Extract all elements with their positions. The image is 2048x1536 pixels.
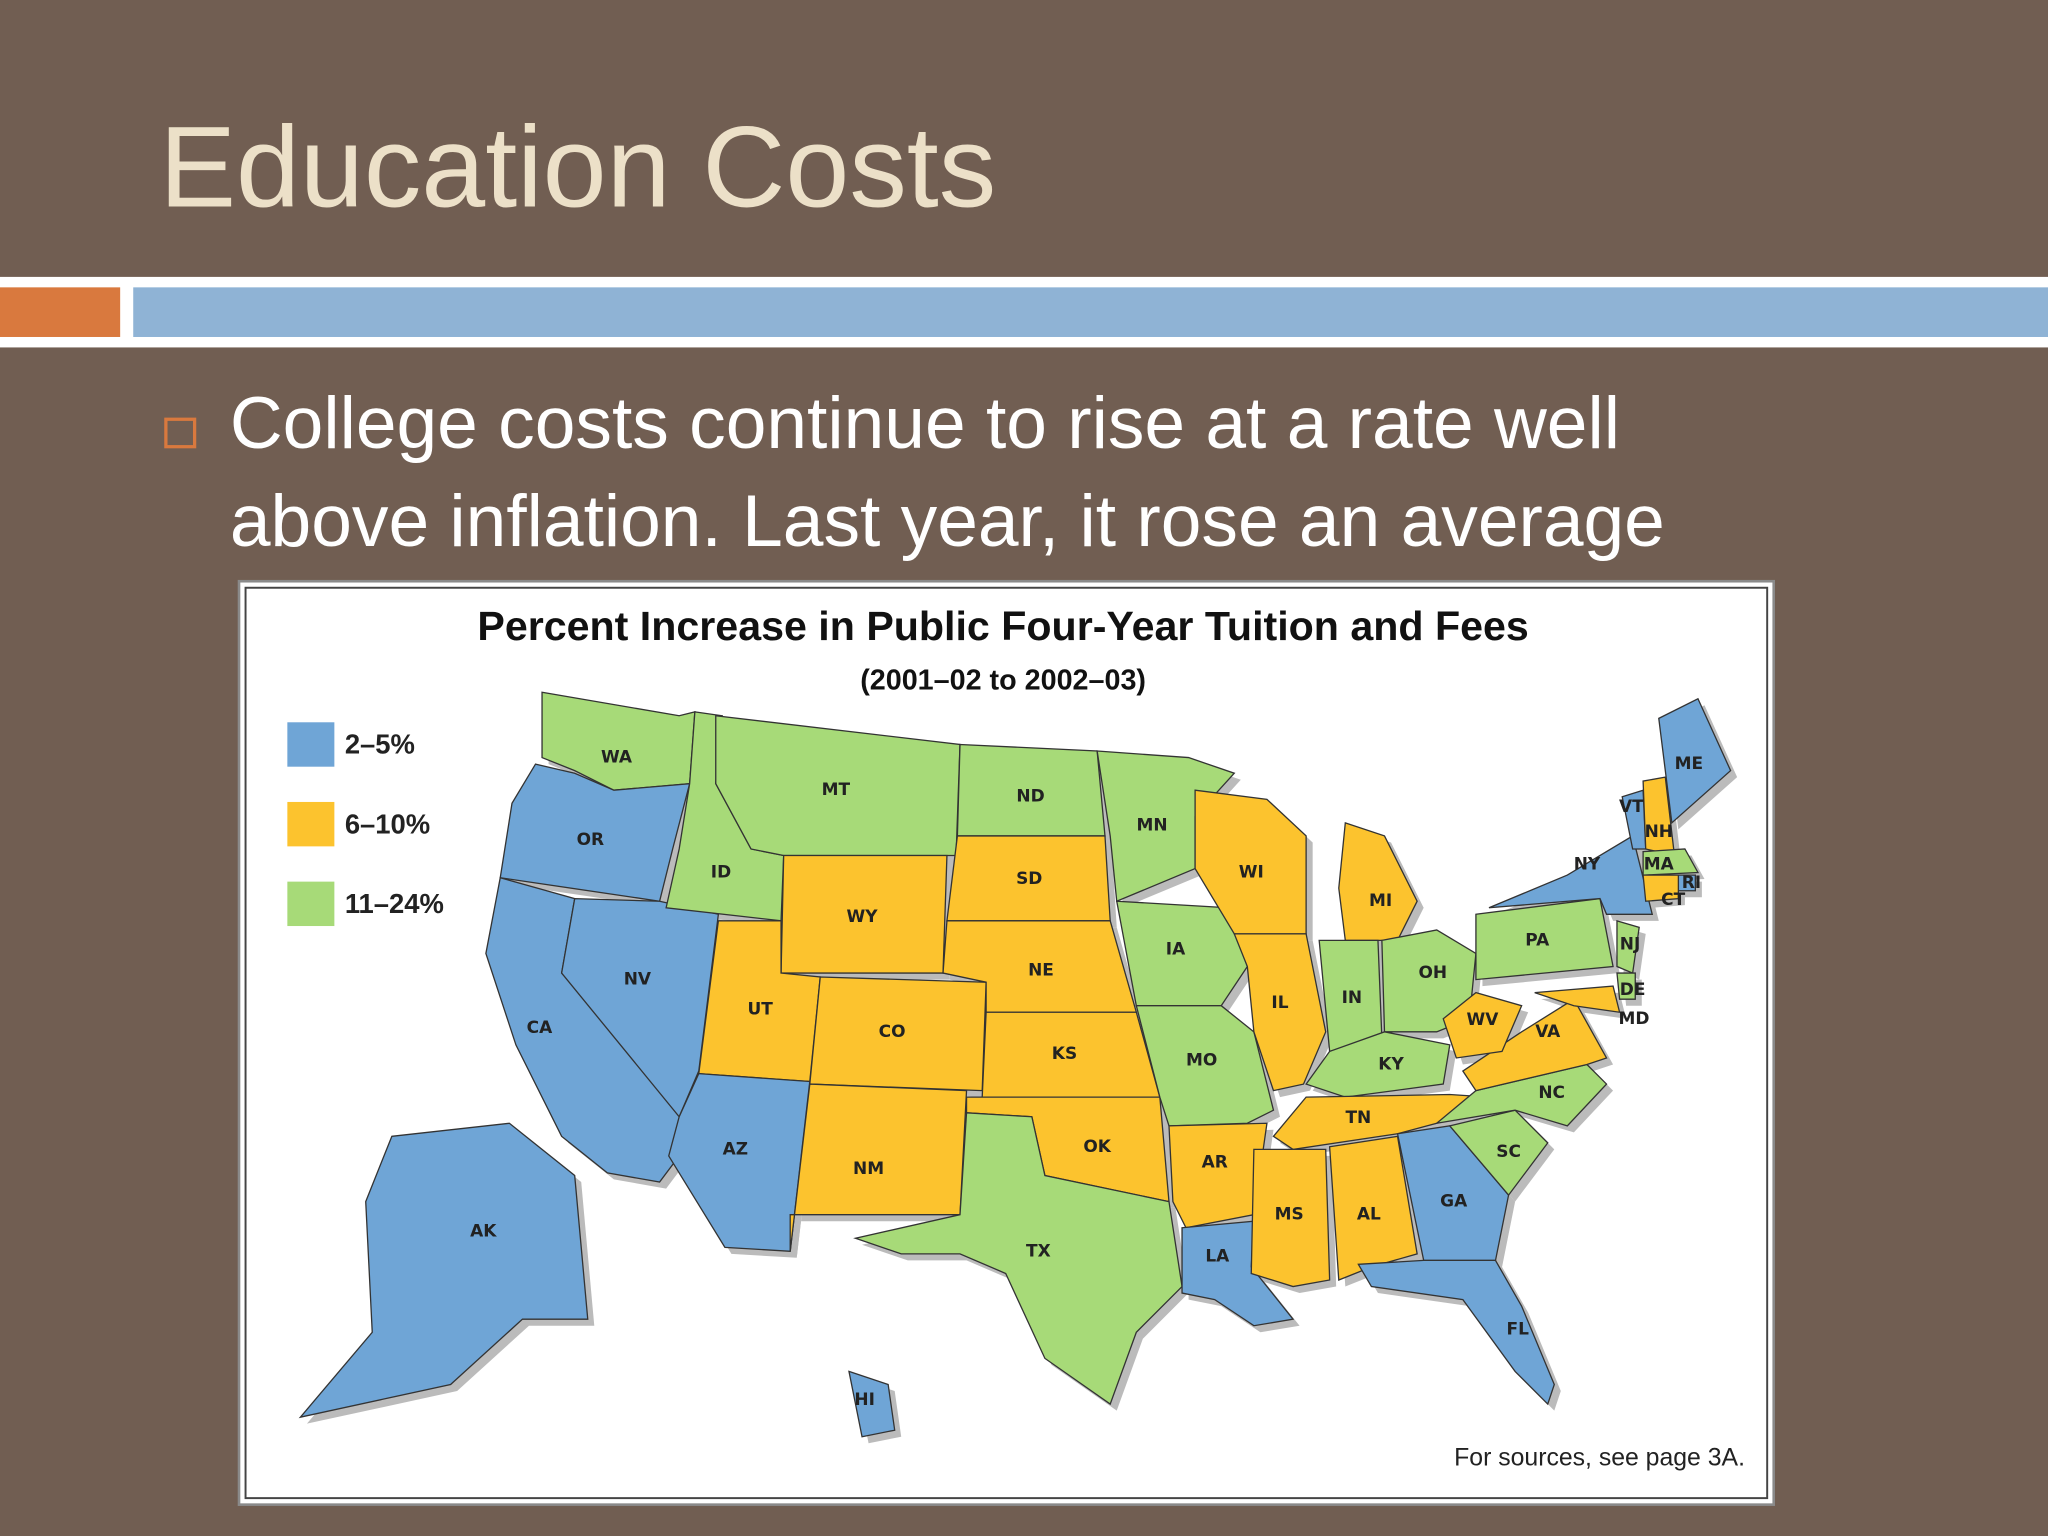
- state-label: RI: [1682, 873, 1701, 893]
- state-label: IL: [1271, 993, 1288, 1013]
- state-label: MI: [1369, 891, 1392, 911]
- state: [499, 763, 691, 902]
- state-label: LA: [1205, 1246, 1230, 1266]
- state-label: ID: [711, 862, 731, 882]
- state: [1461, 998, 1608, 1092]
- state-label: KY: [1378, 1054, 1404, 1074]
- state-label: ME: [1675, 754, 1703, 774]
- state-label: WV: [1467, 1010, 1500, 1030]
- state-label: FL: [1507, 1320, 1530, 1340]
- state-label: CO: [879, 1022, 906, 1042]
- state-label: MT: [822, 780, 851, 800]
- state: [1534, 985, 1621, 1014]
- state-label: IA: [1166, 940, 1186, 960]
- state-label: OH: [1418, 963, 1447, 983]
- state-label: NJ: [1620, 934, 1641, 954]
- state-label: WA: [601, 748, 633, 768]
- state: [1442, 991, 1523, 1059]
- state: [1357, 1259, 1555, 1406]
- state: [1488, 834, 1654, 915]
- state: [1658, 697, 1732, 825]
- state: [1250, 1148, 1331, 1288]
- state-label: MN: [1136, 815, 1167, 835]
- state-label: NM: [853, 1159, 884, 1179]
- state-label: MA: [1644, 855, 1675, 875]
- state-label: IN: [1342, 988, 1363, 1008]
- state: [1233, 933, 1327, 1092]
- state-label: GA: [1440, 1192, 1468, 1212]
- map-footnote: For sources, see page 3A.: [1454, 1444, 1745, 1471]
- state-label: SC: [1496, 1142, 1521, 1162]
- state: [1328, 1135, 1418, 1281]
- state-label: MD: [1618, 1009, 1649, 1029]
- state-label: UT: [747, 1000, 773, 1020]
- map-title: Percent Increase in Public Four-Year Tui…: [477, 603, 1528, 649]
- state-label: MO: [1186, 1051, 1217, 1071]
- bullet-marker: [164, 417, 197, 449]
- state-label: ND: [1016, 787, 1044, 807]
- divider-bar: [133, 287, 2048, 337]
- state: [848, 1370, 896, 1438]
- state-label: TX: [1026, 1241, 1051, 1261]
- state-label: OK: [1083, 1137, 1111, 1157]
- state: [1616, 972, 1636, 1000]
- divider-accent: [0, 287, 121, 337]
- states: WA OR CA NV ID MT WY UT CO AZ NM ND SD NE KS OK TX MN IA MO…: [298, 691, 1738, 1444]
- bullet-text: College costs continue to rise at a rate…: [230, 383, 1620, 464]
- legend-label: 2–5%: [345, 729, 415, 760]
- state-label: HI: [854, 1390, 875, 1410]
- state: [668, 1072, 811, 1252]
- state: [1115, 900, 1249, 1007]
- map-inner-frame: [244, 586, 1769, 1500]
- legend-swatch: [287, 801, 335, 847]
- state-label: CT: [1661, 890, 1685, 910]
- state-label: TN: [1345, 1108, 1371, 1128]
- state: [1168, 1122, 1268, 1229]
- state-label: NE: [1028, 960, 1054, 980]
- state-label: NV: [624, 970, 652, 990]
- state-label: PA: [1525, 930, 1550, 950]
- state-label: OR: [577, 830, 605, 850]
- state: [1642, 874, 1680, 902]
- state: [1448, 1109, 1549, 1197]
- state: [1642, 848, 1700, 876]
- state-label: AZ: [723, 1139, 748, 1159]
- state-label: NH: [1645, 822, 1673, 842]
- bullet-text: above inflation. Last year, it rose an a…: [230, 481, 1665, 562]
- state: [853, 1112, 1183, 1406]
- state-label: NY: [1574, 855, 1601, 875]
- legend-swatch: [287, 722, 335, 767]
- state-label: AL: [1357, 1205, 1381, 1225]
- state-label: NC: [1538, 1083, 1565, 1103]
- state-label: MS: [1275, 1205, 1304, 1225]
- state: [789, 1083, 968, 1252]
- state: [1396, 1125, 1510, 1262]
- state-label: DE: [1620, 980, 1646, 1000]
- slide-title: Education Costs: [159, 103, 996, 231]
- legend-label: 6–10%: [345, 808, 430, 839]
- state-label: SD: [1016, 869, 1042, 889]
- state-label: WI: [1239, 862, 1264, 882]
- legend-label: 11–24%: [345, 888, 444, 919]
- state-label: KS: [1052, 1044, 1077, 1064]
- state-label: AK: [470, 1222, 497, 1242]
- state-label: VA: [1535, 1022, 1561, 1042]
- state: [1475, 897, 1614, 981]
- state: [298, 1122, 589, 1419]
- state-label: AR: [1202, 1152, 1228, 1172]
- legend-swatch: [287, 881, 335, 927]
- state: [1135, 1005, 1275, 1127]
- state-label: VT: [1619, 797, 1644, 817]
- legend: 2–5% 6–10% 11–24%: [287, 722, 444, 927]
- map-subtitle: (2001–02 to 2002–03): [860, 665, 1146, 697]
- state-label: CA: [527, 1018, 553, 1038]
- state-label: WY: [847, 907, 879, 927]
